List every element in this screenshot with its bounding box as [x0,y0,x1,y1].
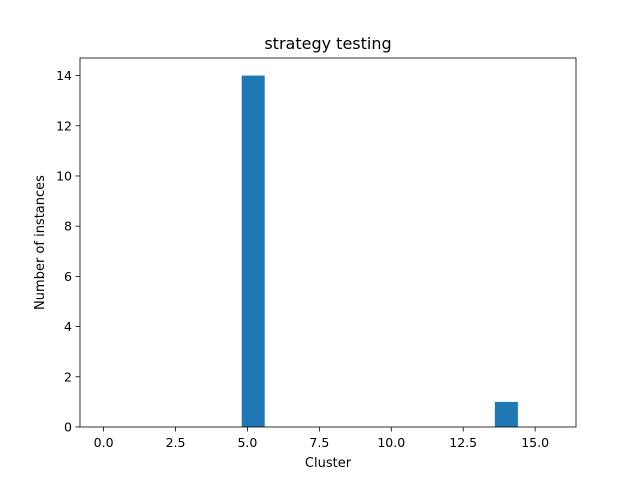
bar-1 [494,401,518,427]
chart-title: strategy testing [264,34,391,53]
plot-frame [79,57,577,428]
y-axis-label: Number of instances [33,175,48,310]
x-tick-label: 0.0 [94,435,114,450]
y-tick-label: 12 [56,118,72,133]
y-tick-label: 14 [56,68,72,83]
bars-layer [241,75,518,428]
x-axis-label: Cluster [305,456,352,471]
x-tick-label: 15.0 [521,435,549,450]
y-tick-label: 10 [56,168,72,183]
x-axis: 0.0 2.5 5.0 7.5 10.0 12.5 15.0 [94,427,549,450]
y-tick-label: 0 [64,420,72,435]
x-tick-label: 10.0 [377,435,405,450]
bar-0 [241,75,265,428]
y-tick-label: 4 [64,319,72,334]
y-tick-label: 2 [64,369,72,384]
x-tick-label: 12.5 [449,435,477,450]
y-axis: 0 2 4 6 8 10 12 14 [56,68,80,435]
x-tick-label: 2.5 [166,435,186,450]
y-tick-label: 6 [64,269,72,284]
x-tick-label: 5.0 [237,435,257,450]
x-tick-label: 7.5 [309,435,329,450]
y-tick-label: 8 [64,219,72,234]
